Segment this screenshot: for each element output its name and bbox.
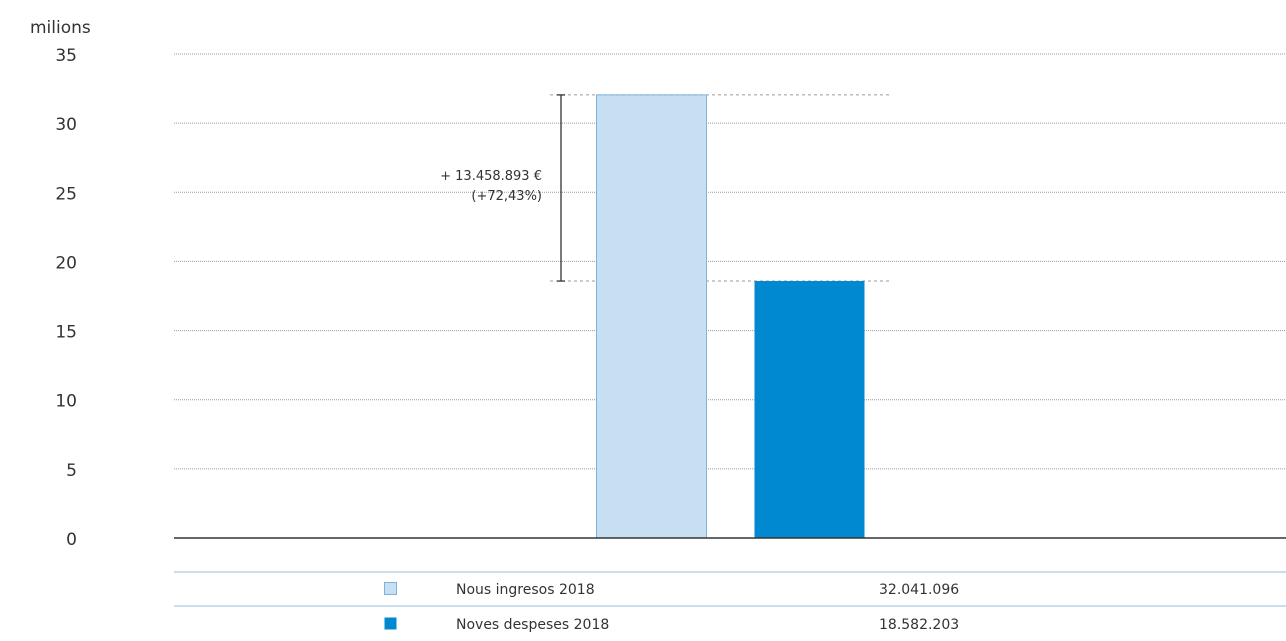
legend-series-name: Noves despeses 2018 — [456, 617, 609, 633]
difference-amount-label: + 13.458.893 € — [440, 169, 542, 184]
y-tick-label: 25 — [55, 184, 77, 204]
legend-series-value: 32.041.096 — [879, 582, 959, 598]
legend-series-value: 18.582.203 — [879, 617, 959, 633]
y-tick-label: 10 — [55, 392, 77, 412]
bars — [596, 94, 865, 539]
difference-annotation: + 13.458.893 € (+72,43%) — [440, 94, 565, 282]
legend-swatch — [384, 617, 397, 630]
y-tick-label: 35 — [55, 46, 77, 66]
bar-noves-despeses — [754, 281, 865, 538]
bar-nous-ingresos — [596, 94, 707, 539]
y-tick-label: 20 — [55, 253, 77, 273]
legend-table: Nous ingresos 2018 32.041.096 Noves despes… — [174, 571, 1286, 633]
y-tick-label: 15 — [55, 323, 77, 343]
y-axis-label: milions — [30, 18, 91, 38]
y-tick-label: 5 — [66, 461, 77, 481]
y-tick-label: 0 — [66, 530, 77, 550]
y-axis-ticks: 0 5 10 15 20 25 30 35 — [55, 46, 77, 550]
legend-series-name: Nous ingresos 2018 — [456, 582, 595, 598]
legend-swatch — [384, 582, 397, 595]
gridlines — [174, 53, 1286, 470]
y-tick-label: 30 — [55, 115, 77, 135]
difference-percent-label: (+72,43%) — [471, 189, 542, 204]
